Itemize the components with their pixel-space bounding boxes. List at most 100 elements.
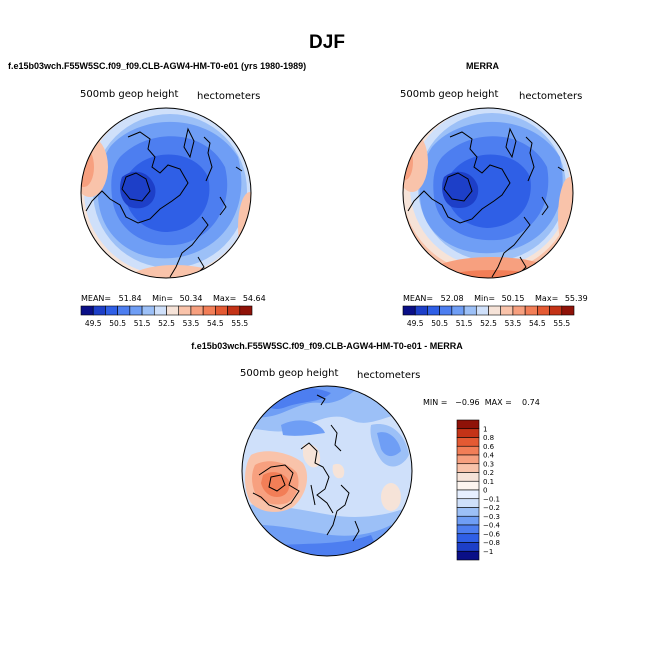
- colorbar-swatch: [80, 305, 94, 316]
- colorbar-tick-label: 0.2: [483, 469, 494, 477]
- colorbar-swatch: [105, 305, 118, 316]
- model-min-value: 50.34: [179, 294, 203, 303]
- colorbar-tick-label: −1: [483, 548, 493, 556]
- page-title: DJF: [309, 32, 345, 53]
- model-units-label: hectometers: [197, 91, 261, 102]
- colorbar-swatch: [402, 305, 416, 316]
- colorbar-swatch: [227, 305, 241, 316]
- colorbar-swatch: [456, 524, 480, 535]
- colorbar-tick-label: 1: [483, 425, 487, 433]
- colorbar-swatch: [512, 305, 526, 316]
- colorbar-swatch: [166, 305, 180, 316]
- colorbar-swatch: [456, 419, 480, 430]
- obs-panel-title: MERRA: [466, 61, 499, 71]
- colorbar-swatch: [456, 533, 480, 543]
- obs-map: [402, 107, 574, 279]
- colorbar-swatch: [456, 480, 480, 491]
- colorbar-swatch: [561, 305, 575, 316]
- obs-mean-value: 52.08: [440, 294, 464, 303]
- obs-quantity-label: 500mb geop height: [400, 89, 499, 100]
- diff-colorbar: 10.80.60.40.30.20.10−0.1−0.2−0.3−0.4−0.6…: [456, 419, 501, 561]
- colorbar-swatch: [456, 454, 480, 465]
- colorbar-tick-label: 0.6: [483, 443, 495, 451]
- colorbar-swatch: [215, 305, 228, 316]
- model-min-label: Min=: [152, 294, 174, 303]
- colorbar-tick-label: 51.5: [134, 319, 151, 328]
- colorbar-tick-label: 50.5: [109, 319, 126, 328]
- colorbar-tick-label: −0.3: [483, 513, 500, 521]
- diff-map: [241, 385, 413, 557]
- colorbar-tick-label: 49.5: [85, 319, 102, 328]
- colorbar-tick-label: 55.5: [231, 319, 248, 328]
- colorbar-swatch: [475, 305, 489, 316]
- colorbar-tick-label: −0.1: [483, 495, 500, 503]
- colorbar-swatch: [92, 305, 106, 316]
- obs-max-label: Max=: [535, 294, 559, 303]
- colorbar-tick-label: 55.5: [553, 319, 570, 328]
- colorbar-tick-label: 49.5: [407, 319, 424, 328]
- colorbar-swatch: [456, 445, 480, 456]
- colorbar-tick-label: 0.3: [483, 460, 494, 468]
- colorbar-tick-label: 54.5: [207, 319, 224, 328]
- colorbar-swatch: [427, 305, 440, 316]
- colorbar-swatch: [178, 305, 192, 316]
- colorbar-tick-label: 0.8: [483, 434, 494, 442]
- colorbar-swatch: [463, 305, 477, 316]
- model-max-value: 54.64: [242, 294, 266, 303]
- colorbar-tick-label: 53.5: [183, 319, 200, 328]
- model-max-label: Max=: [213, 294, 237, 303]
- obs-min-label: Min=: [474, 294, 496, 303]
- colorbar-tick-label: 0.4: [483, 452, 495, 460]
- colorbar-swatch: [456, 542, 480, 552]
- obs-max-value: 55.39: [564, 294, 588, 303]
- colorbar-tick-label: 52.5: [480, 319, 497, 328]
- obs-min-value: 50.15: [501, 294, 525, 303]
- colorbar-swatch: [141, 305, 155, 316]
- colorbar-swatch: [524, 305, 538, 316]
- colorbar-swatch: [537, 305, 550, 316]
- colorbar-swatch: [451, 305, 465, 316]
- colorbar-swatch: [129, 305, 143, 316]
- model-colorbar: 49.550.551.552.553.554.555.556.5: [80, 305, 253, 328]
- colorbar-swatch: [202, 305, 216, 316]
- obs-mean-label: MEAN=: [403, 294, 434, 303]
- model-panel-title: f.e15b03wch.F55W5SC.f09_f09.CLB-AGW4-HM-…: [8, 61, 307, 71]
- colorbar-tick-label: −0.4: [483, 522, 501, 530]
- obs-units-label: hectometers: [519, 91, 583, 102]
- colorbar-swatch: [488, 305, 502, 316]
- colorbar-swatch: [456, 463, 480, 473]
- colorbar-swatch: [549, 305, 563, 316]
- colorbar-swatch: [117, 305, 131, 316]
- colorbar-swatch: [153, 305, 167, 316]
- colorbar-swatch: [456, 507, 480, 517]
- diff-panel-title: f.e15b03wch.F55W5SC.f09_f09.CLB-AGW4-HM-…: [191, 341, 463, 351]
- model-mean-value: 51.84: [118, 294, 142, 303]
- diff-quantity-label: 500mb geop height: [240, 368, 339, 379]
- diff-stats: MIN = −0.96 MAX = 0.74: [423, 398, 540, 407]
- colorbar-swatch: [456, 428, 480, 438]
- colorbar-tick-label: 50.5: [431, 319, 448, 328]
- colorbar-tick-label: 0.1: [483, 478, 494, 486]
- model-mean-label: MEAN=: [81, 294, 112, 303]
- diff-units-label: hectometers: [357, 370, 421, 381]
- obs-colorbar: 49.550.551.552.553.554.555.556.5: [402, 305, 575, 328]
- colorbar-tick-label: −0.8: [483, 539, 500, 547]
- colorbar-swatch: [456, 550, 480, 561]
- model-quantity-label: 500mb geop height: [80, 89, 179, 100]
- obs-stats: MEAN= 52.08 Min= 50.15 Max= 55.39: [403, 294, 588, 303]
- colorbar-swatch: [456, 498, 480, 508]
- colorbar-swatch: [500, 305, 514, 316]
- colorbar-tick-label: 0: [483, 487, 487, 495]
- colorbar-swatch: [456, 515, 480, 526]
- colorbar-tick-label: 54.5: [529, 319, 546, 328]
- colorbar-swatch: [456, 437, 480, 447]
- colorbar-swatch: [439, 305, 453, 316]
- colorbar-swatch: [456, 489, 480, 500]
- model-stats: MEAN= 51.84 Min= 50.34 Max= 54.64: [81, 294, 266, 303]
- colorbar-swatch: [239, 305, 253, 316]
- colorbar-swatch: [414, 305, 428, 316]
- colorbar-tick-label: 52.5: [158, 319, 175, 328]
- colorbar-tick-label: 51.5: [456, 319, 473, 328]
- colorbar-tick-label: −0.6: [483, 530, 501, 538]
- colorbar-swatch: [190, 305, 204, 316]
